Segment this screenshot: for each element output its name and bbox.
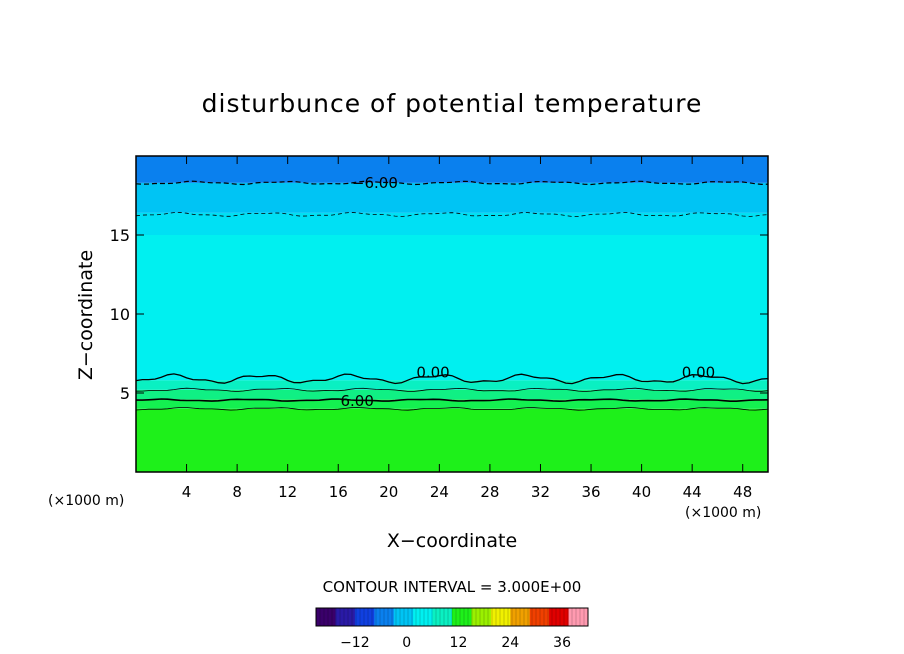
colorbar-segment-11 xyxy=(529,608,550,626)
x-unit-left: (×1000 m) xyxy=(48,493,124,509)
contour-interval-label: CONTOUR INTERVAL = 3.000E+00 xyxy=(323,578,582,596)
colorbar-tick-label-0: −12 xyxy=(340,635,370,651)
colorbar-tick-label-4: 36 xyxy=(553,635,571,651)
colorbar-segment-12 xyxy=(549,608,570,626)
y-tick-label-0: 5 xyxy=(120,384,130,403)
contour-line-neg6 xyxy=(135,180,769,186)
contour-label-1: 0.00 xyxy=(416,363,449,381)
x-tick-label-7: 32 xyxy=(531,483,550,501)
colorbar-segment-4 xyxy=(393,608,414,626)
colorbar-segment-9 xyxy=(490,608,511,626)
plot-area: −6.00 0.00 0.00 6.00 xyxy=(135,155,769,473)
x-tick-label-4: 20 xyxy=(379,483,398,501)
contour-line-0 xyxy=(135,373,769,385)
x-unit-right: (×1000 m) xyxy=(685,505,761,521)
contour-label-0: −6.00 xyxy=(352,174,398,192)
colorbar-segment-5 xyxy=(413,608,434,626)
y-axis-label: Z−coordinate xyxy=(75,250,97,380)
colorbar-tick-label-3: 24 xyxy=(501,635,519,651)
colorbar-segment-6 xyxy=(432,608,453,626)
colorbar-tick-label-2: 12 xyxy=(450,635,468,651)
y-tick-label-2: 15 xyxy=(110,226,130,245)
contour-line-3 xyxy=(135,387,769,392)
x-tick-label-1: 8 xyxy=(232,483,242,501)
contour-label-3: 6.00 xyxy=(340,392,373,410)
heatmap-band-4 xyxy=(136,235,768,381)
x-tick-label-8: 36 xyxy=(581,483,600,501)
heatmap-band-7 xyxy=(136,156,768,183)
colorbar: −12 0 12 24 36 xyxy=(315,607,589,651)
contour-line-9 xyxy=(135,407,769,411)
x-tick-label-6: 28 xyxy=(480,483,499,501)
contour-line-neg3 xyxy=(135,211,769,217)
heatmap-band-5 xyxy=(136,212,768,235)
heatmap-band-6 xyxy=(136,182,768,213)
contour-label-2: 0.00 xyxy=(682,363,715,381)
x-axis-label: X−coordinate xyxy=(387,530,517,552)
contour-line-6 xyxy=(136,398,769,403)
colorbar-frame xyxy=(315,607,589,627)
y-tick-labels: 5 10 15 xyxy=(110,226,768,403)
x-tick-label-11: 48 xyxy=(733,483,752,501)
chart-title: disturbunce of potential temperature xyxy=(202,89,703,118)
x-tick-label-10: 44 xyxy=(683,483,702,501)
colorbar-segment-7 xyxy=(452,608,472,626)
colorbar-segment-0 xyxy=(316,608,336,626)
colorbar-tick-label-1: 0 xyxy=(402,635,411,651)
y-tick-label-1: 10 xyxy=(110,305,130,324)
x-tick-label-3: 16 xyxy=(329,483,348,501)
x-tick-label-0: 4 xyxy=(182,483,192,501)
heatmap-band-0 xyxy=(136,408,768,472)
colorbar-segment-3 xyxy=(374,608,395,626)
colorbar-segment-13 xyxy=(568,608,589,626)
x-tick-label-5: 24 xyxy=(430,483,449,501)
x-tick-label-9: 40 xyxy=(632,483,651,501)
colorbar-segment-10 xyxy=(510,608,531,626)
x-tick-label-2: 12 xyxy=(278,483,297,501)
heatmap-band-2 xyxy=(136,389,768,400)
heatmap-band-1 xyxy=(136,399,768,409)
colorbar-segment-8 xyxy=(471,608,492,626)
x-tick-labels: 4 8 12 16 20 24 28 32 36 40 44 48 xyxy=(182,156,752,501)
colorbar-segment-1 xyxy=(335,608,356,626)
heatmap-band-3 xyxy=(136,380,768,390)
colorbar-segment-2 xyxy=(354,608,375,626)
